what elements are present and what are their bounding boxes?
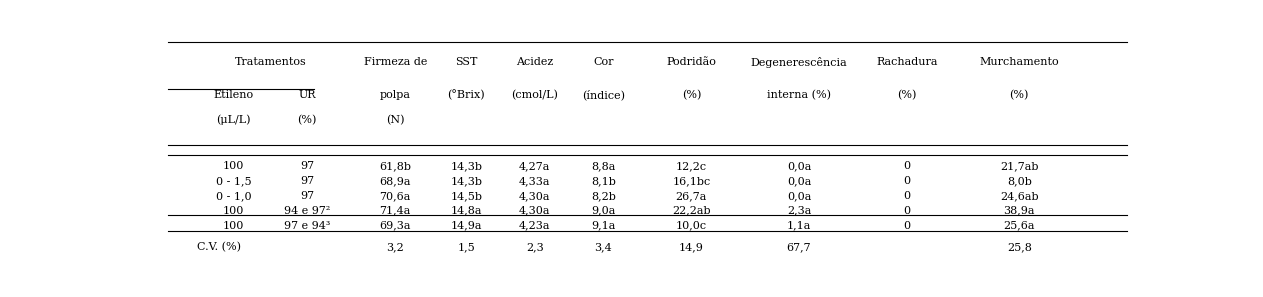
Text: 0: 0 (903, 161, 911, 171)
Text: 26,7a: 26,7a (676, 191, 707, 201)
Text: interna (%): interna (%) (767, 90, 831, 100)
Text: (°Brix): (°Brix) (447, 90, 485, 101)
Text: 16,1bc: 16,1bc (672, 176, 711, 186)
Text: Firmeza de: Firmeza de (364, 58, 427, 67)
Text: 8,1b: 8,1b (591, 176, 615, 186)
Text: 4,30a: 4,30a (519, 206, 551, 216)
Text: 14,9: 14,9 (679, 242, 703, 252)
Text: 2,3a: 2,3a (787, 206, 811, 216)
Text: (%): (%) (1009, 90, 1029, 100)
Text: Etileno: Etileno (213, 90, 254, 100)
Text: polpa: polpa (380, 90, 410, 100)
Text: (%): (%) (897, 90, 917, 100)
Text: 97: 97 (301, 191, 314, 201)
Text: 8,8a: 8,8a (591, 161, 615, 171)
Text: 100: 100 (224, 221, 245, 230)
Text: 12,2c: 12,2c (676, 161, 707, 171)
Text: (%): (%) (298, 115, 317, 125)
Text: 38,9a: 38,9a (1004, 206, 1034, 216)
Text: 97: 97 (301, 176, 314, 186)
Text: SST: SST (455, 58, 477, 67)
Text: 25,8: 25,8 (1007, 242, 1032, 252)
Text: UR: UR (298, 90, 316, 100)
Text: 10,0c: 10,0c (676, 221, 707, 230)
Text: 4,30a: 4,30a (519, 191, 551, 201)
Text: 0: 0 (903, 176, 911, 186)
Text: (μL/L): (μL/L) (216, 115, 251, 125)
Text: 2,3: 2,3 (525, 242, 543, 252)
Text: (N): (N) (386, 115, 404, 125)
Text: 0: 0 (903, 206, 911, 216)
Text: 9,0a: 9,0a (591, 206, 615, 216)
Text: 4,27a: 4,27a (519, 161, 551, 171)
Text: 0 - 1,0: 0 - 1,0 (216, 191, 251, 201)
Text: 71,4a: 71,4a (380, 206, 410, 216)
Text: 68,9a: 68,9a (379, 176, 410, 186)
Text: 94 e 97²: 94 e 97² (284, 206, 331, 216)
Text: 4,33a: 4,33a (519, 176, 551, 186)
Text: Degenerescência: Degenerescência (750, 57, 847, 68)
Text: 97 e 94³: 97 e 94³ (284, 221, 331, 230)
Text: 100: 100 (224, 161, 245, 171)
Text: 0,0a: 0,0a (787, 191, 811, 201)
Text: 14,5b: 14,5b (450, 191, 482, 201)
Text: 70,6a: 70,6a (380, 191, 410, 201)
Text: 0,0a: 0,0a (787, 161, 811, 171)
Text: (cmol/L): (cmol/L) (512, 90, 558, 100)
Text: 4,23a: 4,23a (519, 221, 551, 230)
Text: 9,1a: 9,1a (591, 221, 615, 230)
Text: C.V. (%): C.V. (%) (197, 242, 241, 252)
Text: 21,7ab: 21,7ab (1000, 161, 1038, 171)
Text: 0 - 1,5: 0 - 1,5 (216, 176, 251, 186)
Text: Murchamento: Murchamento (979, 58, 1060, 67)
Text: 8,2b: 8,2b (591, 191, 615, 201)
Text: Tratamentos: Tratamentos (235, 58, 307, 67)
Text: (índice): (índice) (582, 90, 625, 101)
Text: 3,2: 3,2 (386, 242, 404, 252)
Text: 61,8b: 61,8b (379, 161, 412, 171)
Text: 8,0b: 8,0b (1007, 176, 1032, 186)
Text: Podridão: Podridão (667, 58, 716, 67)
Text: 14,3b: 14,3b (450, 176, 482, 186)
Text: 3,4: 3,4 (595, 242, 613, 252)
Text: Cor: Cor (594, 58, 614, 67)
Text: 24,6ab: 24,6ab (1000, 191, 1038, 201)
Text: 14,3b: 14,3b (450, 161, 482, 171)
Text: 1,1a: 1,1a (787, 221, 811, 230)
Text: 67,7: 67,7 (787, 242, 811, 252)
Text: Acidez: Acidez (517, 58, 553, 67)
Text: Rachadura: Rachadura (877, 58, 937, 67)
Text: 25,6a: 25,6a (1004, 221, 1034, 230)
Text: (%): (%) (682, 90, 701, 100)
Text: 1,5: 1,5 (457, 242, 475, 252)
Text: 0: 0 (903, 221, 911, 230)
Text: 69,3a: 69,3a (379, 221, 410, 230)
Text: 97: 97 (301, 161, 314, 171)
Text: 0: 0 (903, 191, 911, 201)
Text: 14,8a: 14,8a (451, 206, 482, 216)
Text: 22,2ab: 22,2ab (672, 206, 711, 216)
Text: 0,0a: 0,0a (787, 176, 811, 186)
Text: 100: 100 (224, 206, 245, 216)
Text: 14,9a: 14,9a (451, 221, 482, 230)
